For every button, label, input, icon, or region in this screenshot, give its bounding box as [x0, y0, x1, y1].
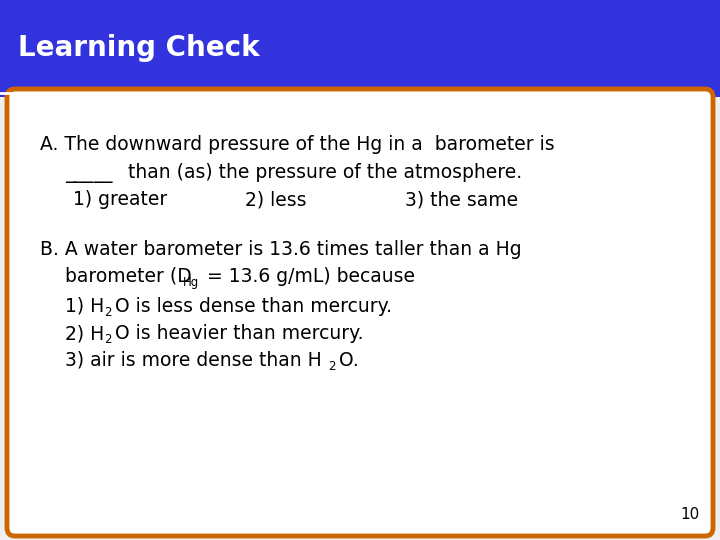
Text: Learning Check: Learning Check — [18, 35, 260, 63]
Text: 2) less: 2) less — [245, 190, 307, 209]
Text: O is less dense than mercury.: O is less dense than mercury. — [115, 297, 392, 316]
Text: O.: O. — [339, 351, 359, 370]
Bar — [0, 0, 720, 97]
Text: B. A water barometer is 13.6 times taller than a Hg: B. A water barometer is 13.6 times talle… — [40, 240, 521, 259]
Text: Hg: Hg — [183, 276, 199, 289]
Text: 2: 2 — [104, 333, 112, 346]
FancyBboxPatch shape — [7, 89, 713, 536]
Text: 2: 2 — [104, 306, 112, 319]
Text: 10: 10 — [680, 507, 700, 522]
Text: 3) the same: 3) the same — [405, 190, 518, 209]
Text: O is heavier than mercury.: O is heavier than mercury. — [115, 324, 364, 343]
Text: barometer (D: barometer (D — [65, 267, 192, 286]
Text: than (as) the pressure of the atmosphere.: than (as) the pressure of the atmosphere… — [122, 163, 522, 182]
Text: 1) H: 1) H — [65, 297, 104, 316]
Text: A. The downward pressure of the Hg in a  barometer is: A. The downward pressure of the Hg in a … — [40, 135, 554, 154]
Text: _____: _____ — [65, 164, 112, 183]
Text: 1) greater: 1) greater — [73, 190, 167, 209]
Text: 3) air is more dense than H: 3) air is more dense than H — [65, 351, 322, 370]
Text: = 13.6 g/mL) because: = 13.6 g/mL) because — [201, 267, 415, 286]
Text: 2) H: 2) H — [65, 324, 104, 343]
Text: 2: 2 — [328, 360, 336, 373]
